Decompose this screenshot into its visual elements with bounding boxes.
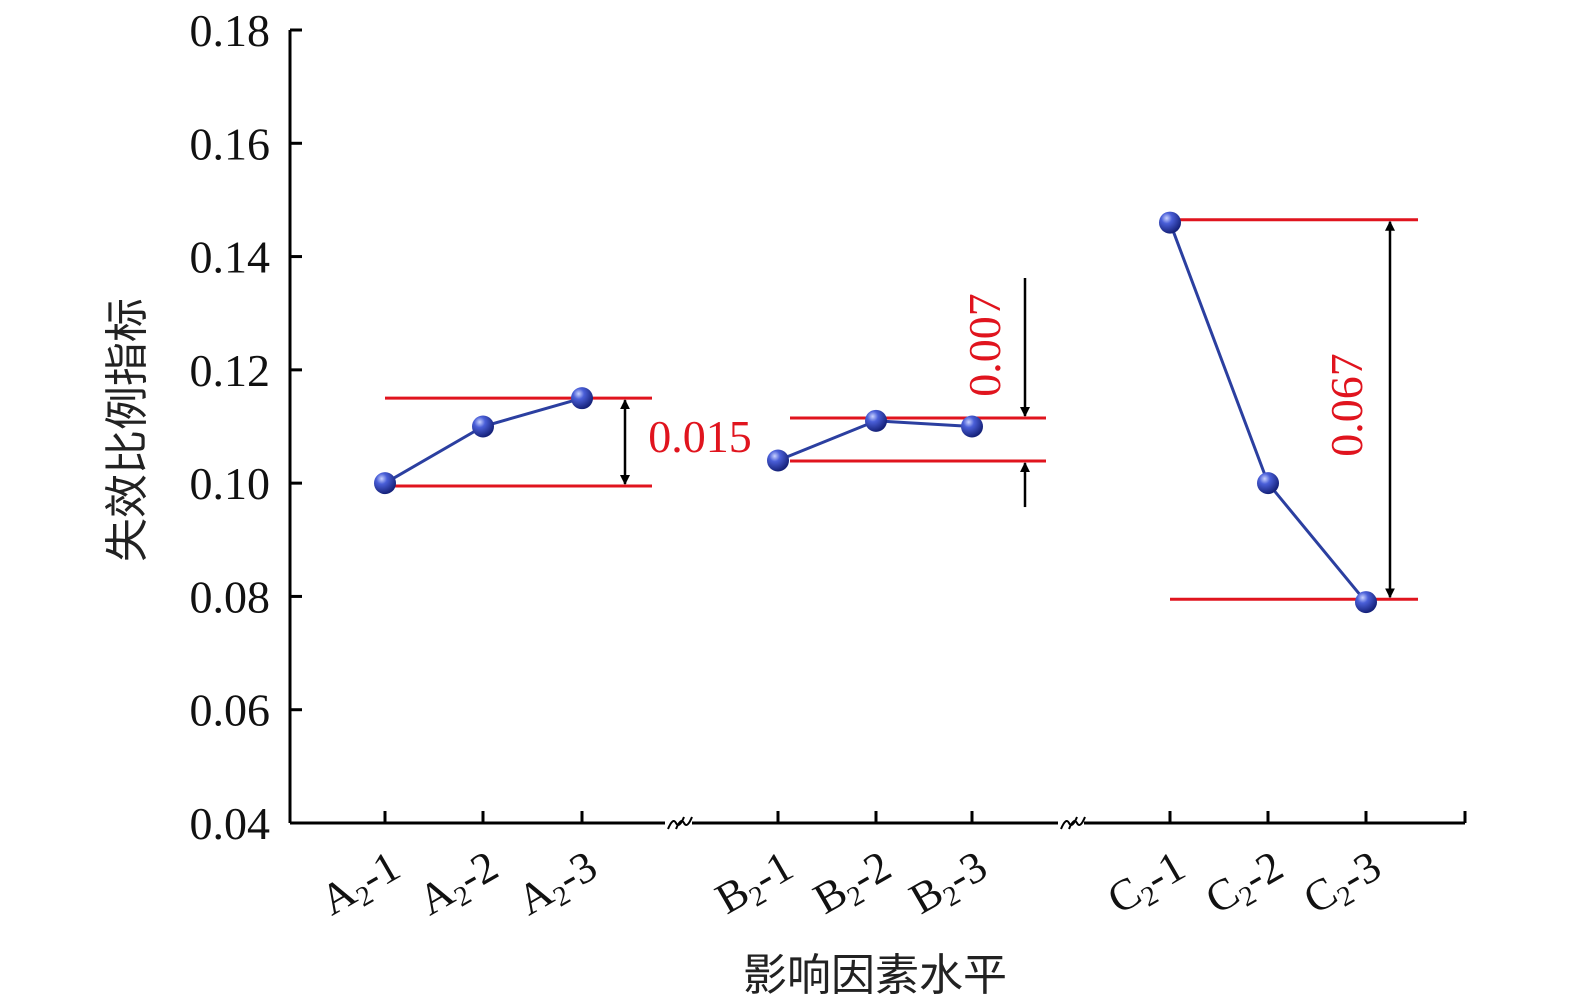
y-tick-label: 0.16: [190, 118, 271, 169]
x-tick-label: B2-1: [707, 841, 803, 928]
x-axis-title: 影响因素水平: [743, 950, 1007, 1001]
y-axis-title: 失效比例指标: [102, 298, 153, 562]
data-point: [961, 415, 983, 438]
axis-break-mark: [667, 816, 685, 830]
x-tick-label: B2-3: [901, 841, 997, 928]
data-point: [767, 449, 789, 472]
y-tick-label: 0.08: [190, 571, 271, 622]
data-point: [472, 415, 494, 438]
x-tick-label: A2-1: [312, 841, 410, 929]
x-tick-label: A2-3: [509, 841, 607, 929]
range-label: 0.007: [959, 293, 1010, 397]
data-point: [374, 472, 396, 495]
data-point: [1159, 211, 1181, 234]
x-tick-label: B2-2: [805, 841, 901, 928]
data-point: [865, 409, 887, 432]
range-label: 0.015: [648, 411, 752, 462]
y-tick-label: 0.12: [190, 345, 271, 396]
axis-break-mark: [675, 816, 693, 830]
axes: 0.04 0.06 0.08 0.10 0.12 0.14 0.16 0.18 A2-1 A2-2…: [190, 5, 1467, 929]
data-point: [1257, 472, 1279, 495]
data-point: [571, 387, 593, 410]
x-tick-label: A2-2: [410, 841, 508, 929]
y-tick-label: 0.04: [190, 798, 271, 849]
series-line: [384, 396, 583, 485]
y-tick-label: 0.18: [190, 5, 271, 56]
plot-area: 0.015 0.007 0.067: [374, 211, 1418, 614]
data-point: [1355, 591, 1377, 614]
range-label: 0.067: [1321, 353, 1372, 457]
x-tick-label: C2-1: [1099, 841, 1195, 928]
y-tick-label: 0.14: [190, 232, 271, 283]
y-tick-label: 0.10: [190, 458, 271, 509]
axis-break-mark: [1060, 816, 1078, 830]
x-tick-label: C2-3: [1295, 841, 1391, 928]
y-tick-label: 0.06: [190, 685, 271, 736]
x-tick-label: C2-2: [1197, 841, 1293, 928]
axis-break-mark: [1068, 816, 1086, 830]
